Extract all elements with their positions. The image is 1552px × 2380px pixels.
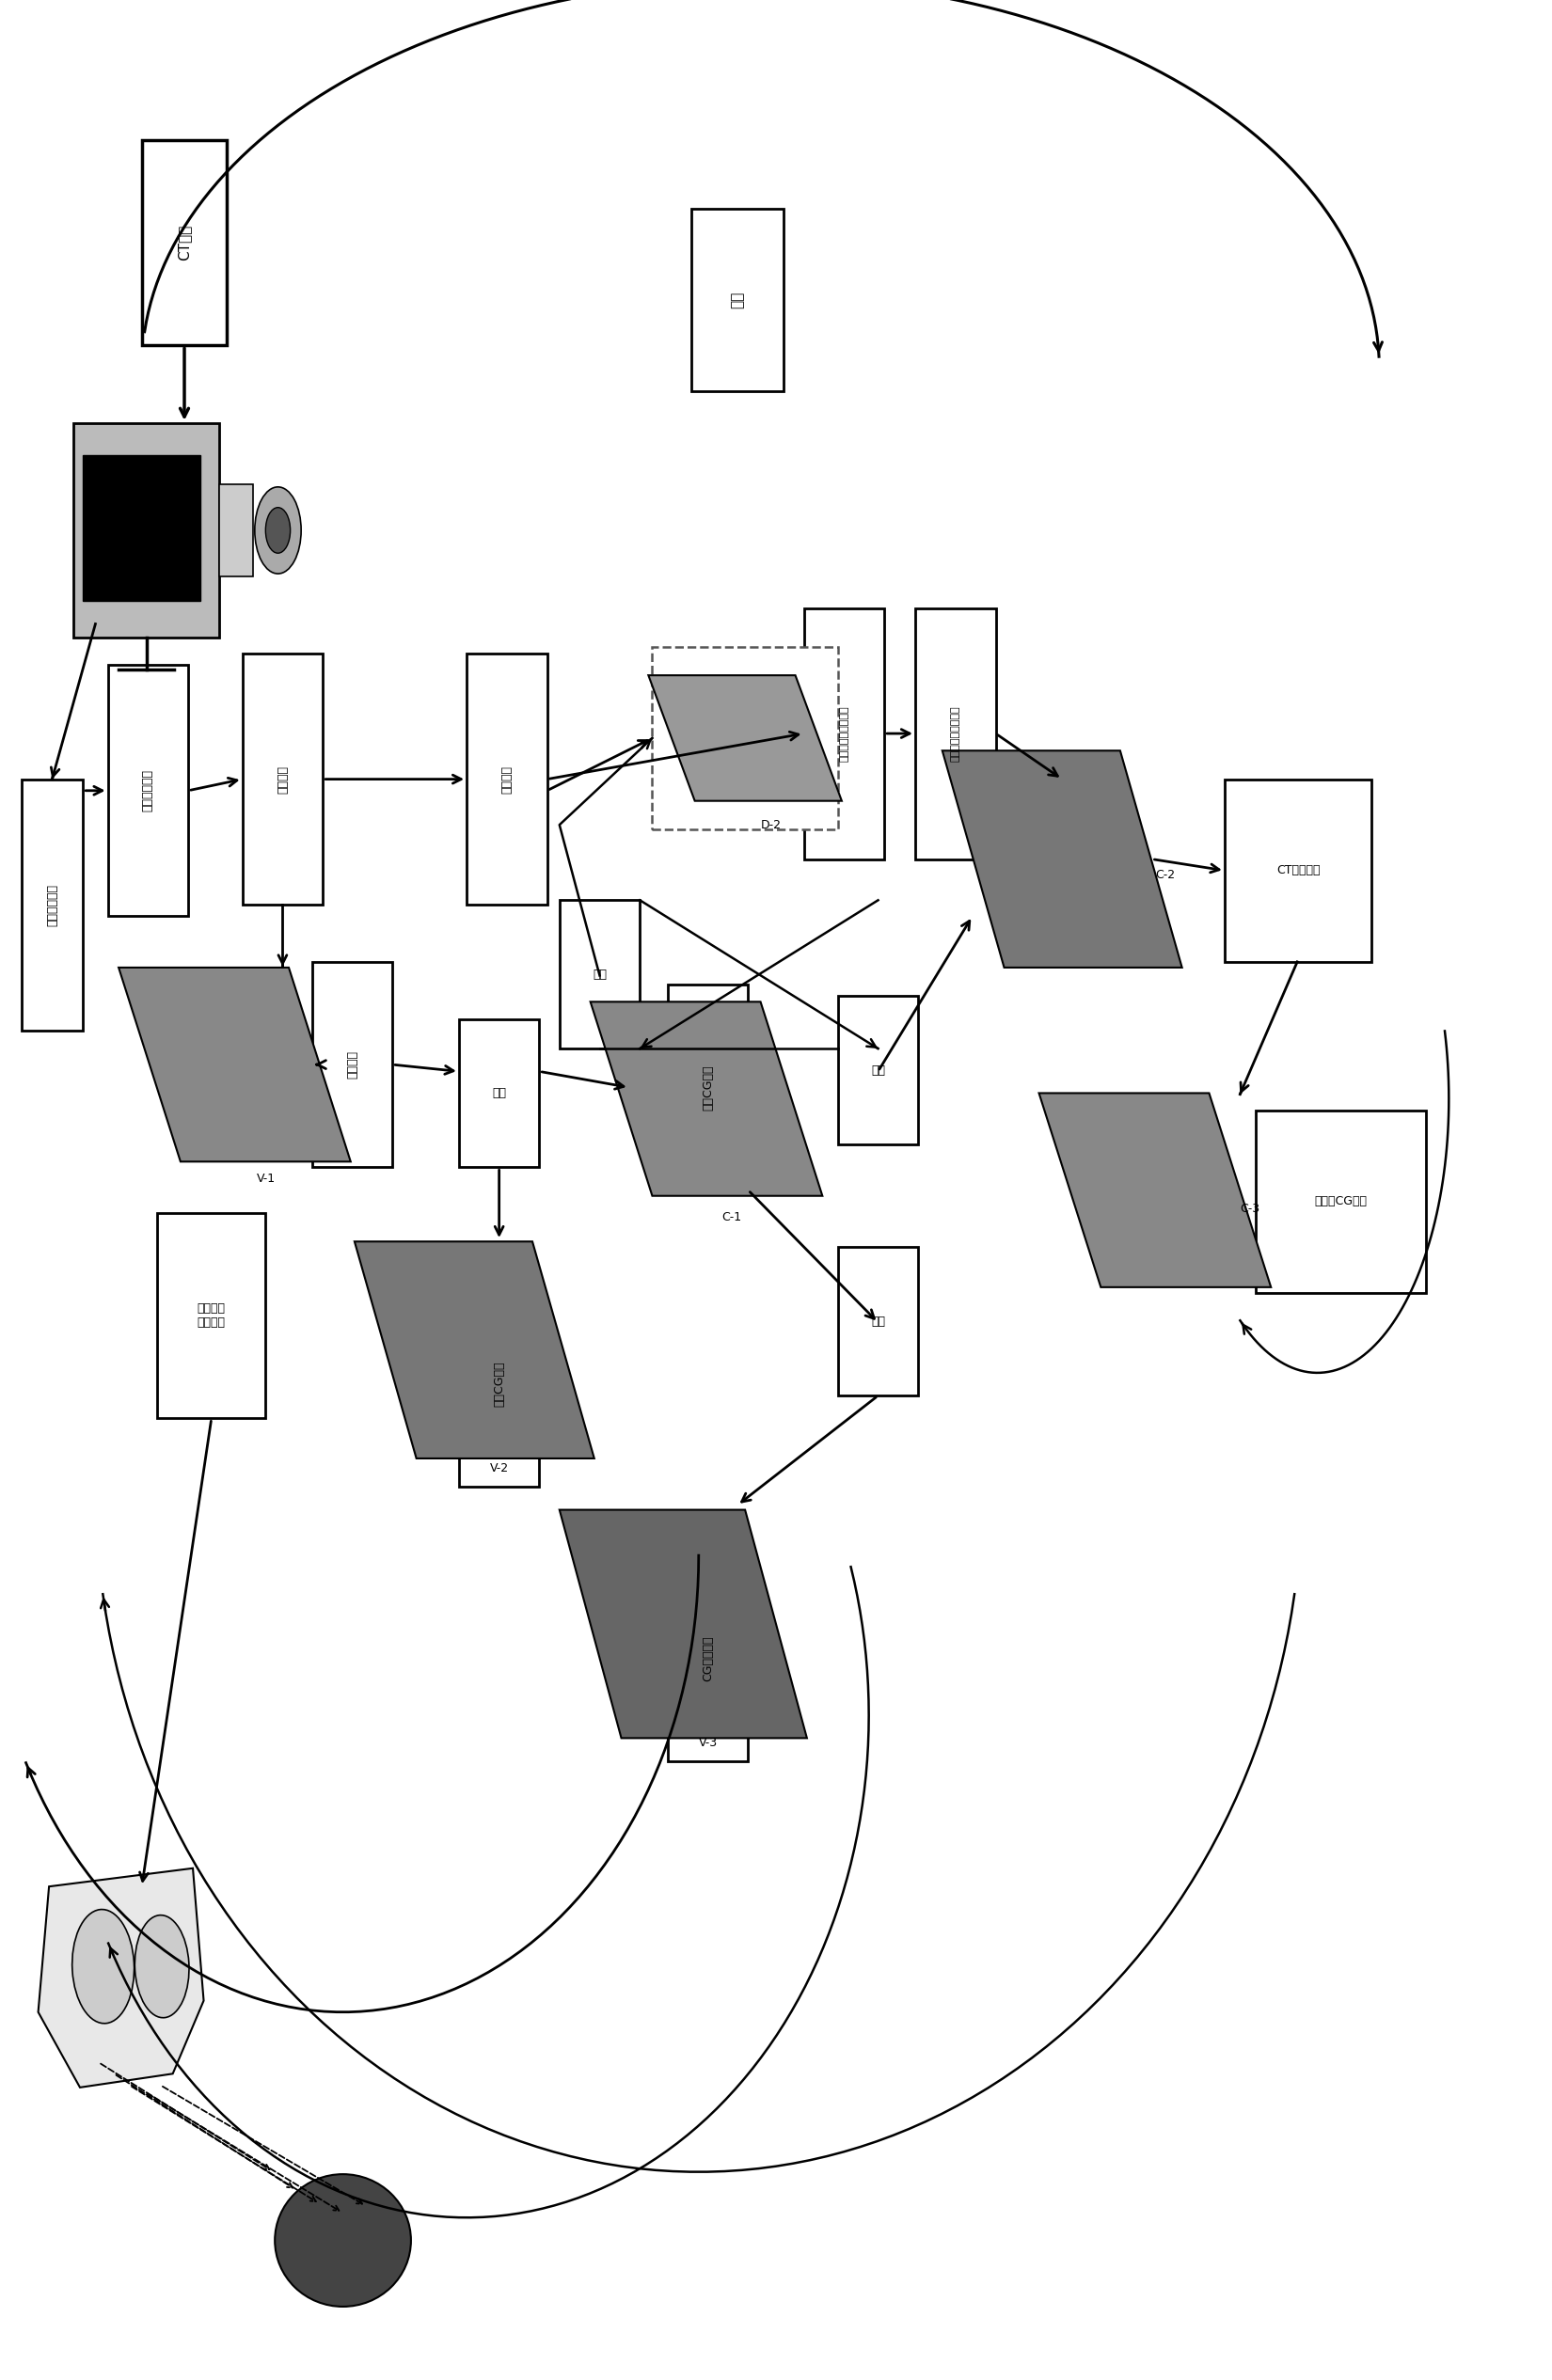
FancyBboxPatch shape bbox=[838, 997, 919, 1145]
FancyBboxPatch shape bbox=[459, 1280, 540, 1488]
Text: 立体拍摄影像: 立体拍摄影像 bbox=[47, 883, 59, 926]
Text: 状态图图案识别检出: 状态图图案识别检出 bbox=[951, 704, 961, 762]
Ellipse shape bbox=[71, 1909, 133, 2023]
Text: C-2: C-2 bbox=[1155, 869, 1175, 881]
Polygon shape bbox=[1038, 1092, 1271, 1288]
Text: V-3: V-3 bbox=[698, 1737, 717, 1749]
Text: 软组织CG影像: 软组织CG影像 bbox=[1315, 1195, 1367, 1207]
FancyBboxPatch shape bbox=[667, 1557, 748, 1761]
FancyBboxPatch shape bbox=[838, 1247, 919, 1395]
Text: V-2: V-2 bbox=[490, 1464, 509, 1476]
Text: 骨骼CG影像: 骨骼CG影像 bbox=[702, 1064, 714, 1109]
Text: 立体影像资料: 立体影像资料 bbox=[141, 769, 154, 812]
FancyBboxPatch shape bbox=[559, 900, 639, 1050]
Polygon shape bbox=[39, 1868, 203, 2087]
Text: 实体影像
立体表示: 实体影像 立体表示 bbox=[197, 1302, 225, 1328]
Text: CT数据: CT数据 bbox=[177, 224, 191, 262]
Ellipse shape bbox=[275, 2175, 411, 2306]
Text: 实体多边形表面模型: 实体多边形表面模型 bbox=[840, 704, 849, 762]
Text: 实体影像: 实体影像 bbox=[346, 1050, 359, 1078]
Text: C-3: C-3 bbox=[1240, 1202, 1260, 1214]
FancyBboxPatch shape bbox=[459, 1019, 540, 1166]
FancyBboxPatch shape bbox=[667, 985, 748, 1190]
FancyBboxPatch shape bbox=[22, 778, 84, 1031]
FancyBboxPatch shape bbox=[1256, 1109, 1426, 1292]
Polygon shape bbox=[649, 676, 841, 802]
Text: 显示: 显示 bbox=[871, 1064, 885, 1076]
FancyBboxPatch shape bbox=[804, 607, 885, 859]
FancyBboxPatch shape bbox=[652, 647, 838, 828]
FancyBboxPatch shape bbox=[74, 424, 219, 638]
Text: 实体CG影像: 实体CG影像 bbox=[494, 1361, 506, 1407]
Text: D-2: D-2 bbox=[760, 819, 781, 831]
Text: 重置: 重置 bbox=[492, 1088, 506, 1100]
Text: CT多边表面: CT多边表面 bbox=[1276, 864, 1319, 876]
Polygon shape bbox=[590, 1002, 823, 1195]
Text: CG影像重置: CG影像重置 bbox=[702, 1635, 714, 1680]
Ellipse shape bbox=[135, 1916, 189, 2018]
Polygon shape bbox=[559, 1509, 807, 1737]
Text: 追踪: 追踪 bbox=[593, 969, 607, 981]
Text: 重置: 重置 bbox=[871, 1316, 885, 1328]
Text: V-1: V-1 bbox=[256, 1173, 275, 1185]
FancyBboxPatch shape bbox=[84, 455, 200, 602]
Text: 模型: 模型 bbox=[731, 290, 745, 309]
FancyBboxPatch shape bbox=[1225, 778, 1372, 962]
Ellipse shape bbox=[255, 488, 301, 574]
FancyBboxPatch shape bbox=[916, 607, 996, 859]
Text: 立体影像: 立体影像 bbox=[276, 764, 289, 793]
Polygon shape bbox=[354, 1242, 594, 1459]
FancyBboxPatch shape bbox=[242, 655, 323, 904]
FancyBboxPatch shape bbox=[691, 209, 784, 390]
Polygon shape bbox=[942, 750, 1183, 969]
FancyBboxPatch shape bbox=[219, 486, 253, 576]
FancyBboxPatch shape bbox=[157, 1214, 265, 1418]
Ellipse shape bbox=[265, 507, 290, 552]
Text: C-1: C-1 bbox=[722, 1211, 742, 1223]
Text: 立体测副: 立体测副 bbox=[501, 764, 514, 793]
FancyBboxPatch shape bbox=[467, 655, 546, 904]
Polygon shape bbox=[118, 969, 351, 1161]
FancyBboxPatch shape bbox=[107, 664, 188, 916]
FancyBboxPatch shape bbox=[141, 140, 227, 345]
FancyBboxPatch shape bbox=[312, 962, 393, 1166]
